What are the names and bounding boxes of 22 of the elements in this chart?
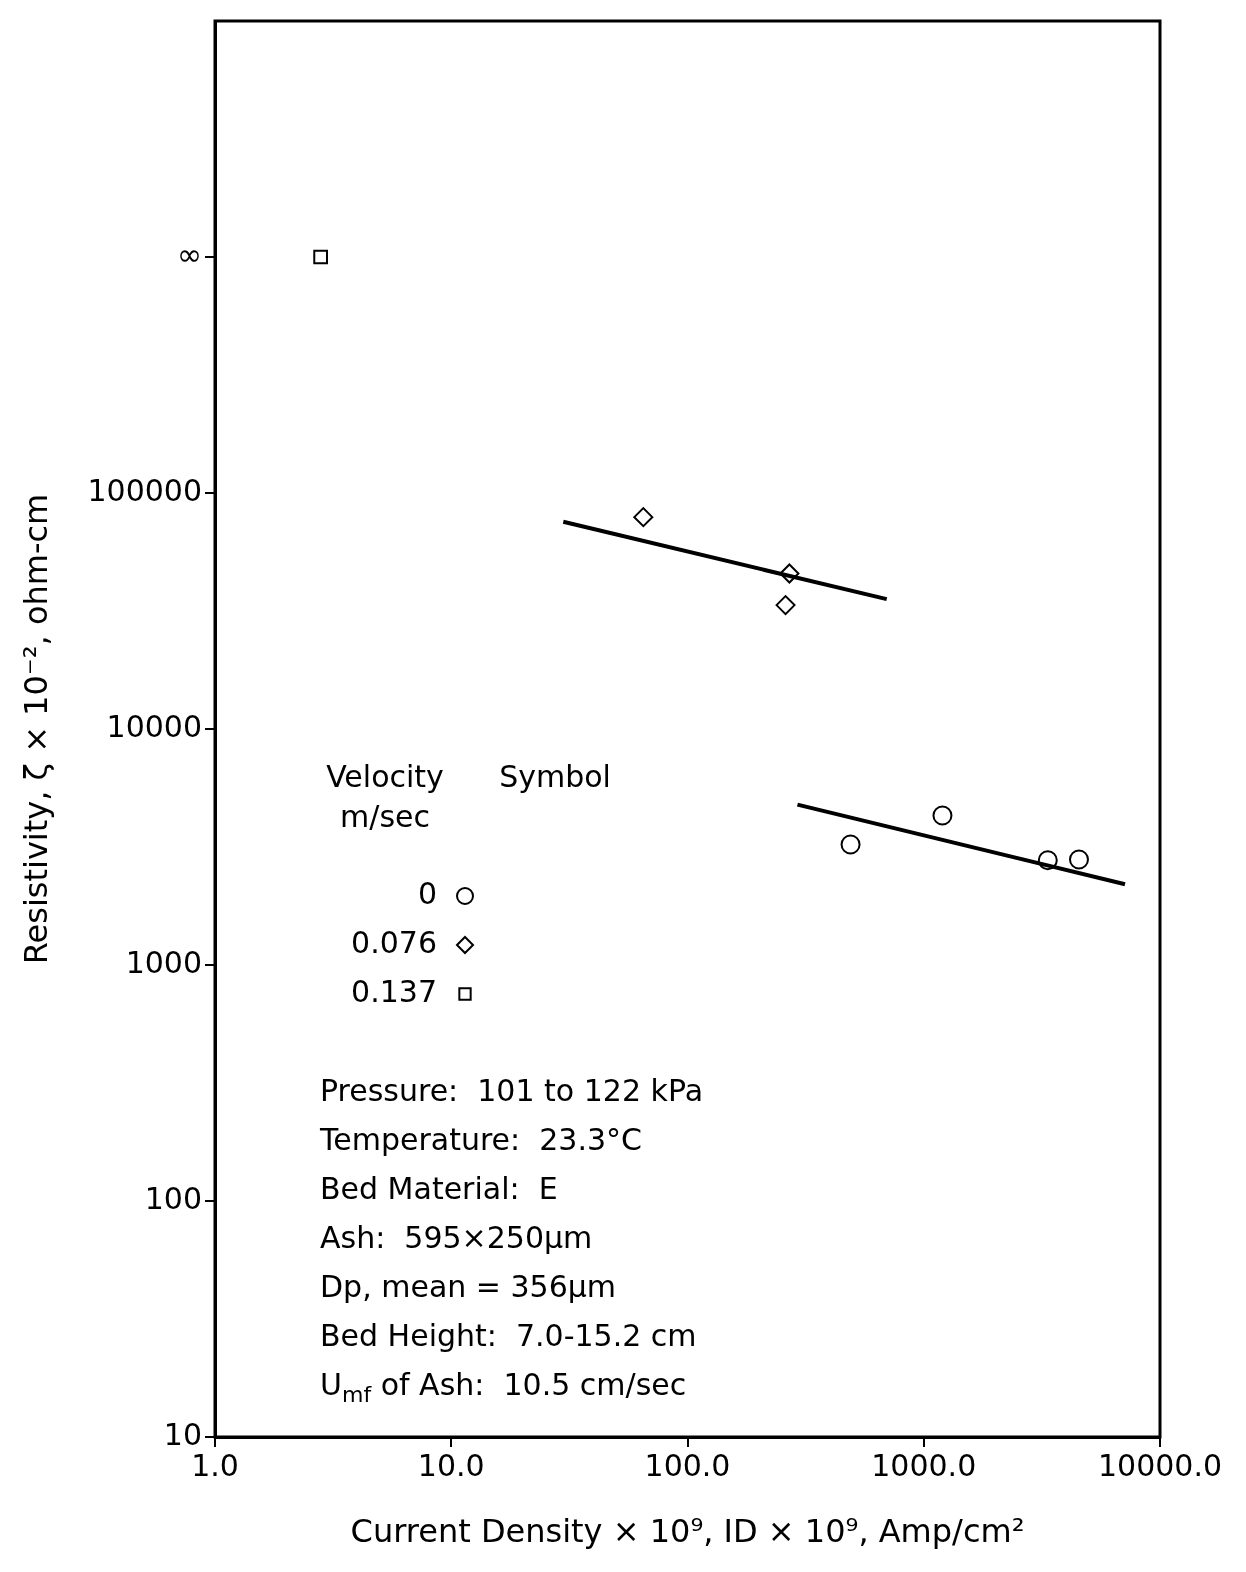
legend-label: 0.137	[351, 973, 437, 1009]
x-tick-label: 10000.0	[1097, 1447, 1223, 1483]
y-tick-label: ∞	[177, 236, 202, 272]
annotation: Bed Material: E	[320, 1170, 558, 1206]
annotation: Temperature: 23.3°C	[319, 1121, 642, 1157]
y-tick-label: 100	[144, 1180, 202, 1216]
x-axis-title: Current Density × 10⁹, ID × 10⁹, Amp/cm²	[350, 1512, 1025, 1551]
annotation: Ash: 595×250µm	[320, 1219, 593, 1255]
y-tick-label: 1000	[125, 944, 202, 980]
x-tick-label: 10.0	[417, 1447, 485, 1483]
y-tick-label: 100000	[87, 472, 202, 508]
annotation: Pressure: 101 to 122 kPa	[320, 1072, 704, 1108]
annotation: Symbol	[499, 758, 611, 794]
y-axis-title: Resistivity, ζ × 10⁻², ohm-cm	[16, 493, 55, 965]
legend-label: 0.076	[351, 924, 437, 960]
x-tick-label: 100.0	[644, 1447, 731, 1483]
annotation: Dp, mean = 356µm	[320, 1268, 617, 1304]
y-tick-label: 10000	[106, 708, 202, 744]
legend-label: 0	[417, 875, 437, 911]
legend-title: Velocity m/sec	[326, 758, 444, 834]
annotation: Bed Height: 7.0-15.2 cm	[320, 1317, 697, 1353]
x-tick-label: 1000.0	[871, 1447, 977, 1483]
